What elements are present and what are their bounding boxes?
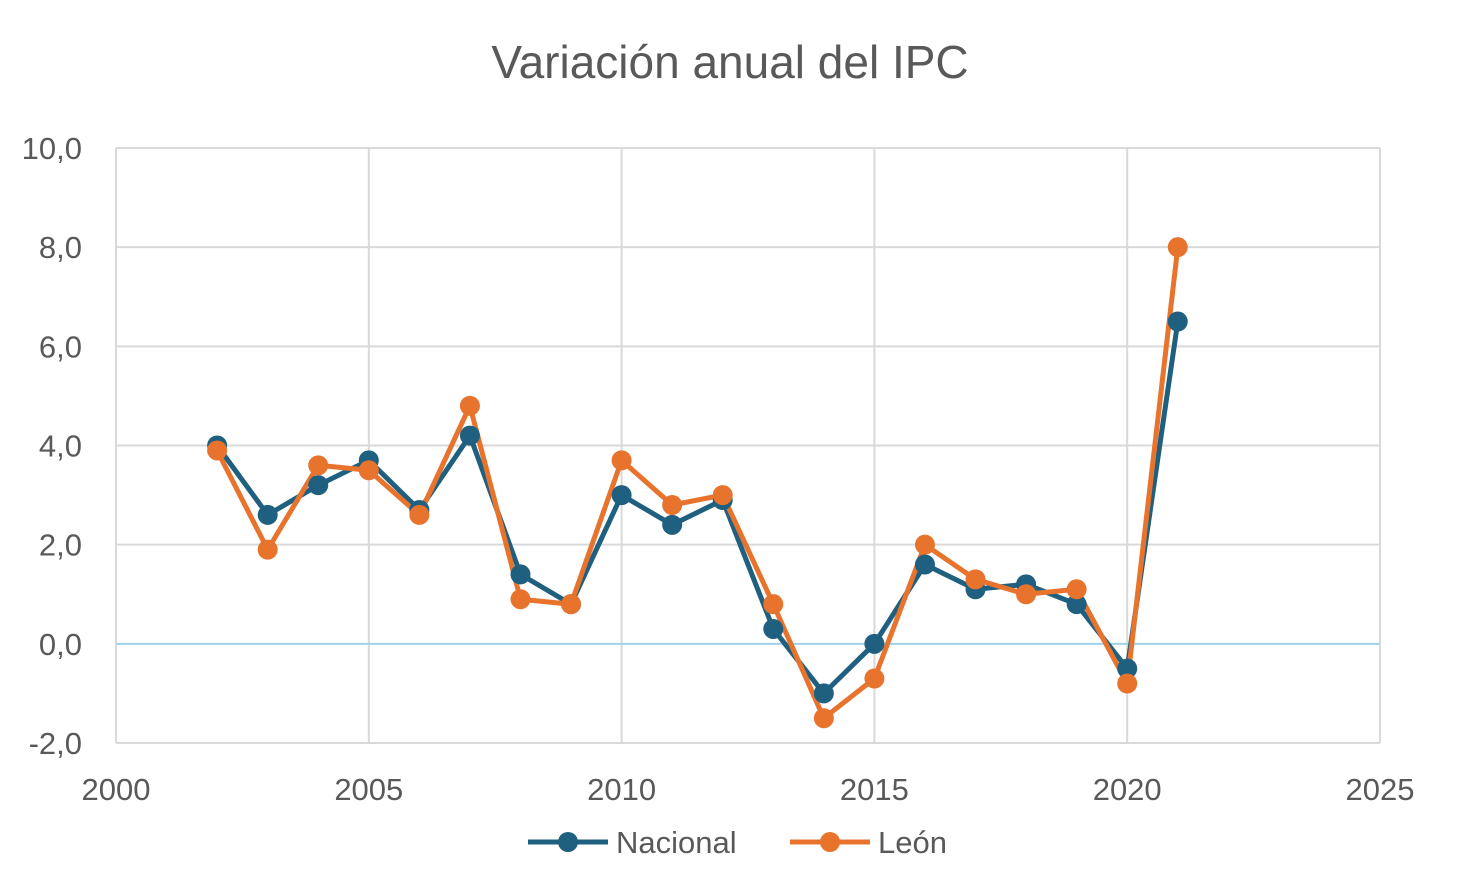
grid-layer	[115, 147, 1381, 744]
data-point	[1066, 594, 1087, 615]
data-point	[662, 495, 683, 515]
data-point	[459, 395, 480, 416]
y-tick-label: 6,0	[39, 329, 82, 364]
data-point	[965, 569, 986, 590]
y-tick-label: 4,0	[39, 429, 82, 464]
x-tick-label: 2025	[1346, 772, 1415, 807]
data-point	[358, 460, 379, 481]
y-tick-label: 10,0	[22, 131, 82, 166]
x-tick-label: 2015	[840, 772, 909, 807]
data-point	[308, 475, 329, 496]
data-point	[813, 683, 834, 704]
data-point	[763, 594, 784, 615]
y-tick-label: 8,0	[39, 230, 82, 265]
data-point	[1167, 311, 1188, 332]
legend-swatch-marker	[558, 832, 578, 852]
x-tick-label: 2005	[334, 772, 403, 807]
data-point	[611, 485, 632, 506]
data-point	[864, 668, 885, 689]
data-point	[1117, 658, 1138, 679]
series-line-le-n	[214, 244, 1181, 721]
y-tick-label: 2,0	[39, 528, 82, 563]
data-point	[1167, 237, 1188, 258]
data-point	[510, 564, 531, 585]
x-tick-label: 2020	[1093, 772, 1162, 807]
data-point	[813, 708, 834, 729]
y-tick-label: 0,0	[39, 627, 82, 662]
data-point	[257, 504, 278, 525]
data-point	[611, 450, 632, 471]
legend: Nacional León	[528, 825, 947, 860]
data-point	[763, 618, 784, 639]
data-point	[257, 539, 278, 560]
series-line-nacional	[214, 319, 1181, 696]
data-point	[662, 514, 683, 535]
data-point	[207, 440, 228, 461]
series-layer	[207, 237, 1188, 729]
data-point	[1016, 584, 1037, 605]
data-point	[914, 554, 935, 575]
legend-label: León	[878, 825, 947, 860]
data-point	[1066, 579, 1087, 600]
data-point	[459, 425, 480, 446]
data-point	[864, 633, 885, 654]
legend-swatch-marker	[820, 832, 840, 852]
axis-labels: 2000 2005 2010 2015 2020 2025 -2,0 0,0 2,0 4,0 6,0…	[22, 131, 1415, 807]
data-point	[308, 455, 329, 476]
data-point	[561, 594, 582, 615]
data-point	[1117, 673, 1138, 694]
data-point	[510, 589, 531, 610]
data-point	[409, 504, 430, 525]
x-tick-label: 2010	[587, 772, 656, 807]
legend-label: Nacional	[616, 825, 737, 860]
data-point	[712, 485, 733, 506]
y-tick-label: -2,0	[29, 726, 82, 761]
x-tick-label: 2000	[82, 772, 151, 807]
chart-title: Variación anual del IPC	[491, 36, 968, 88]
data-point	[914, 534, 935, 555]
